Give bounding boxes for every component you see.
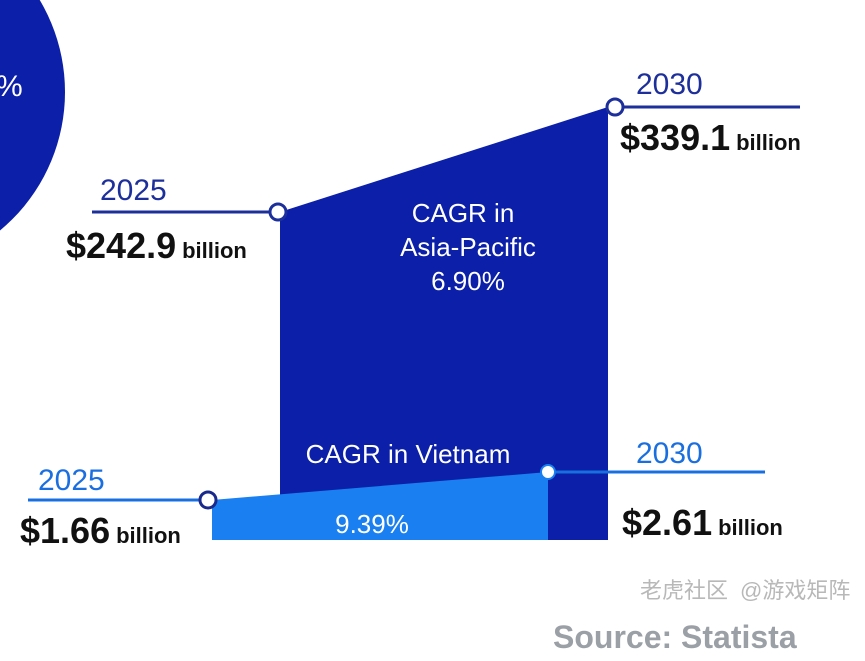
vn-2025-year: 2025: [38, 464, 105, 497]
watermark-line1: 老虎社区: [640, 578, 728, 603]
circle-percent-label: %: [0, 70, 23, 103]
vn-2030-value: $2.61 billion: [622, 502, 783, 543]
apac-cagr-line2: Asia-Pacific: [400, 232, 536, 262]
vn-2030-marker: [540, 464, 556, 480]
source-label: Source: Statista: [553, 619, 797, 655]
apac-2025-marker: [268, 202, 288, 222]
vn-2025-value: $1.66 billion: [20, 510, 181, 551]
apac-2025-value: $242.9 billion: [66, 225, 247, 266]
apac-2030-year: 2030: [636, 68, 703, 101]
vn-2030-year: 2030: [636, 437, 703, 470]
vn-cagr-value: 9.39%: [335, 509, 409, 539]
vietnam-area: [212, 472, 548, 540]
partial-circle: [0, 0, 65, 231]
vn-2025-marker: [198, 490, 218, 510]
apac-2030-value: $339.1 billion: [620, 117, 801, 158]
vn-cagr-label: CAGR in Vietnam: [306, 439, 511, 469]
apac-2025-year: 2025: [100, 174, 167, 207]
watermark-line2: @游戏矩阵: [740, 578, 850, 603]
asia-pacific-area: [280, 107, 608, 540]
apac-2030-marker: [605, 97, 625, 117]
apac-cagr-line1: CAGR in: [412, 198, 515, 228]
apac-cagr-value: 6.90%: [431, 266, 505, 296]
